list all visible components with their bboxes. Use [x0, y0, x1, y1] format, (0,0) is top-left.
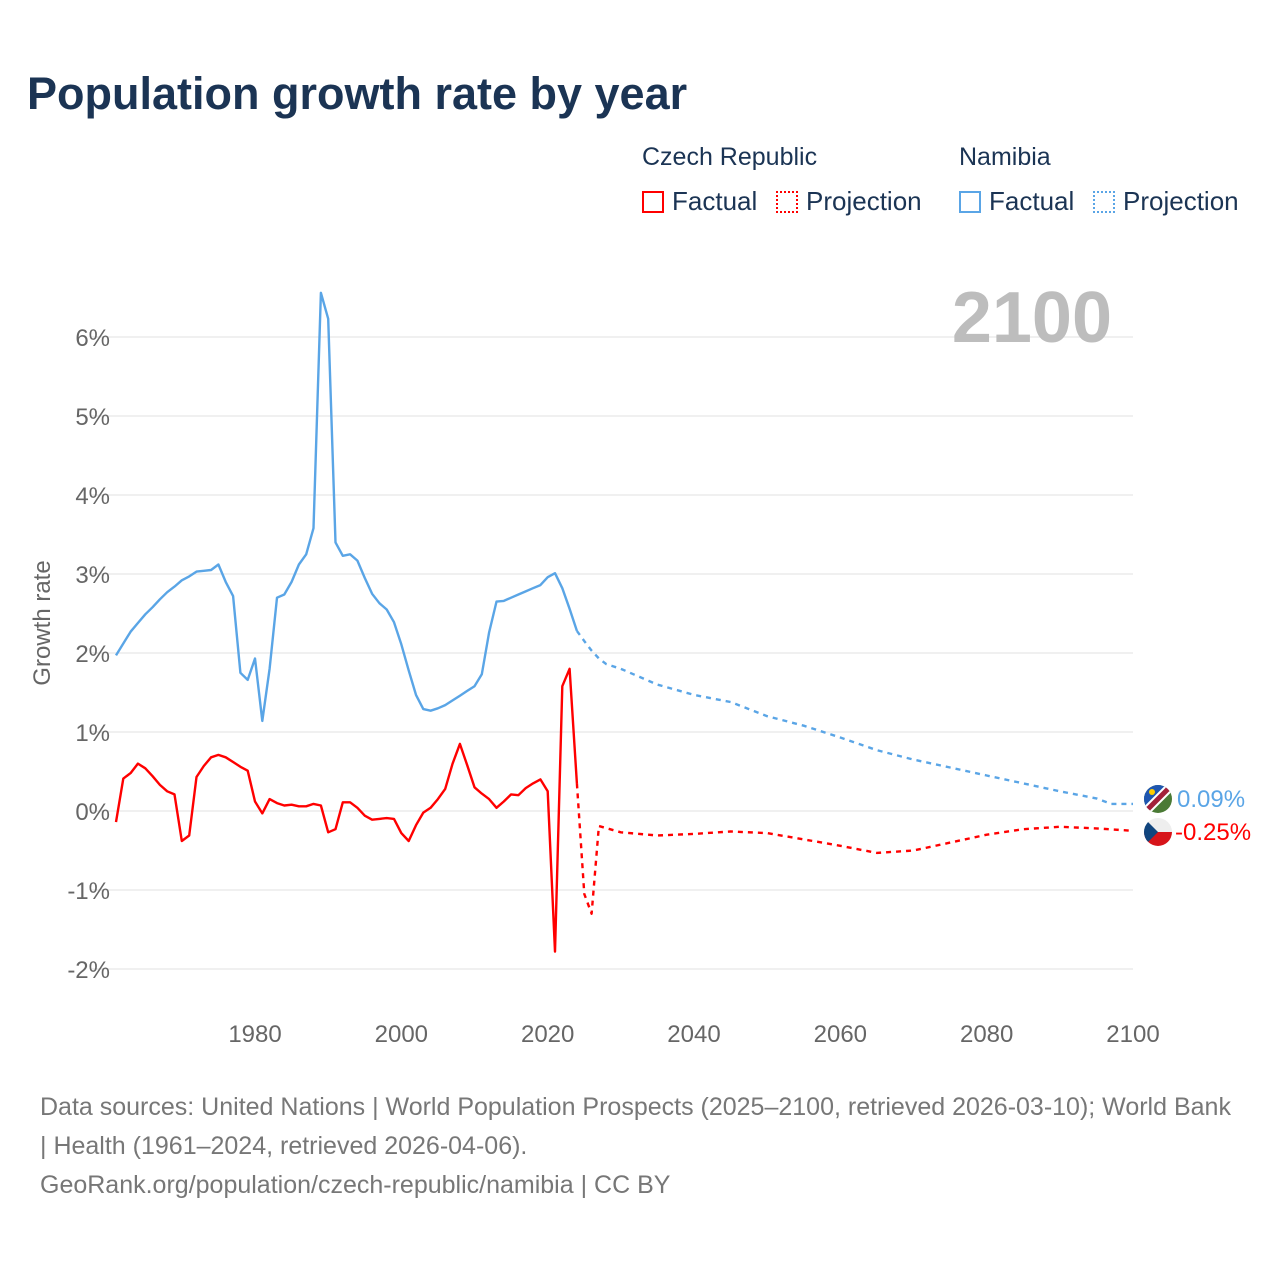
y-tick-label: 1%: [75, 720, 110, 747]
x-tick-label: 2040: [667, 1021, 720, 1048]
legend-label: Projection: [806, 186, 922, 216]
series-line-namibia-factual: [114, 291, 579, 723]
x-tick-label: 2000: [375, 1021, 428, 1048]
czech-end-label: -0.25%: [1175, 819, 1251, 846]
series-line-namibia-projection: [575, 630, 1133, 806]
series-line-czech-republic-factual: [114, 667, 579, 953]
x-tick-label: 2080: [960, 1021, 1013, 1048]
legend-label: Factual: [989, 186, 1075, 216]
y-tick-label: -1%: [67, 878, 110, 905]
legend-czech-factual[interactable]: Factual: [642, 186, 757, 217]
legend-namibia-factual[interactable]: Factual: [959, 186, 1074, 217]
footer: Data sources: United Nations | World Pop…: [40, 1088, 1240, 1205]
namibia-end-label: 0.09%: [1177, 786, 1245, 813]
y-tick-label: 0%: [75, 799, 110, 826]
y-axis-label: Growth rate: [29, 560, 56, 685]
series-line-czech-republic-projection: [575, 783, 1134, 915]
page-title: Population growth rate by year: [27, 68, 688, 119]
legend-swatch-dotted-icon: [776, 190, 798, 213]
y-tick-label: -2%: [67, 957, 110, 984]
y-tick-label: 3%: [75, 562, 110, 589]
legend-label: Projection: [1123, 186, 1239, 216]
y-tick-label: 5%: [75, 404, 110, 431]
x-tick-label: 2100: [1106, 1021, 1159, 1048]
legend-swatch-dotted-icon: [1093, 190, 1115, 213]
x-tick-label: 2060: [814, 1021, 867, 1048]
data-sources: Data sources: United Nations | World Pop…: [40, 1093, 1231, 1160]
legend-group-czech: Czech Republic: [642, 143, 818, 171]
legend-czech-projection[interactable]: Projection: [776, 186, 922, 217]
y-tick-label: 6%: [75, 325, 110, 352]
y-tick-label: 4%: [75, 483, 110, 510]
namibia-flag-icon: [1144, 785, 1172, 813]
y-tick-label: 2%: [75, 641, 110, 668]
x-tick-label: 1980: [228, 1021, 281, 1048]
legend-namibia-projection[interactable]: Projection: [1093, 186, 1239, 217]
legend-swatch-solid-icon: [959, 190, 981, 213]
legend-swatch-solid-icon: [642, 190, 664, 213]
x-tick-label: 2020: [521, 1021, 574, 1048]
source-link[interactable]: GeoRank.org/population/czech-republic/na…: [40, 1171, 671, 1199]
legend-label: Factual: [672, 186, 758, 216]
year-label: 2100: [952, 278, 1112, 358]
czech-flag-icon: [1144, 818, 1172, 846]
legend-group-namibia: Namibia: [959, 143, 1051, 171]
